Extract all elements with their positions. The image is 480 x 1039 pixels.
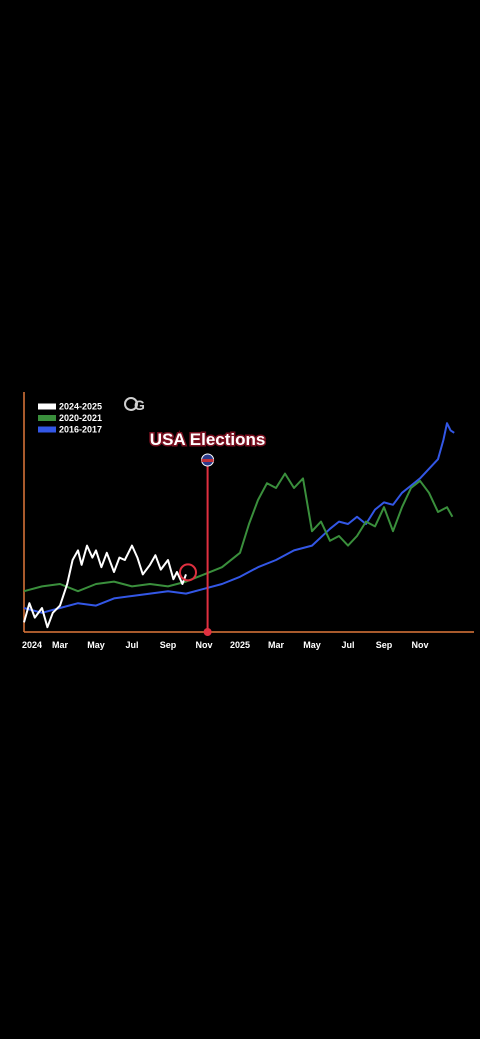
x-tick-label: May: [87, 640, 105, 650]
brand-logo-mark: G: [134, 397, 145, 413]
annotation-layer: USA Elections: [148, 429, 267, 636]
brand-logo: G: [124, 397, 145, 413]
x-tick-label: Jul: [341, 640, 354, 650]
series-line-2020-2021: [23, 472, 454, 593]
annotation-label: USA Elections: [150, 430, 266, 449]
x-tick-label: Nov: [195, 640, 212, 650]
x-tick-label: May: [303, 640, 321, 650]
x-tick-label: 2025: [230, 640, 250, 650]
series-line-2016-2017: [23, 422, 455, 614]
x-tick-label: Jul: [125, 640, 138, 650]
us-flag-stripe: [201, 459, 214, 462]
series-line-2024-2025: [23, 544, 187, 629]
legend-swatch: [38, 415, 56, 421]
x-tick-label: Sep: [376, 640, 393, 650]
election-base-dot: [203, 628, 212, 636]
legend-swatch: [38, 403, 56, 410]
axes: [23, 392, 474, 633]
legend-label: 2020-2021: [59, 413, 102, 423]
legend-swatch: [38, 426, 56, 433]
x-tick-label: Sep: [160, 640, 177, 650]
brand-logo-ring: [124, 397, 138, 411]
x-tick-label: Mar: [52, 640, 69, 650]
x-tick-label: 2024: [22, 640, 42, 650]
x-tick-label: Mar: [268, 640, 285, 650]
legend-label: 2016-2017: [59, 425, 102, 435]
series-layer: [23, 422, 455, 629]
x-tick-layer: 2024 Mar May Jul Sep Nov 2025 Mar May Jul Sep Nov: [22, 640, 429, 650]
legend-label: 2024-2025: [59, 402, 102, 412]
current-position-marker: [179, 563, 197, 582]
x-tick-label: Nov: [411, 640, 428, 650]
